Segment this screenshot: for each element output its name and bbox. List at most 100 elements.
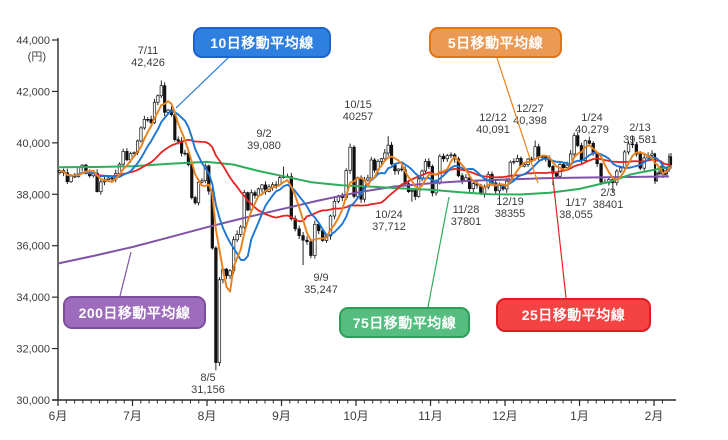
candle-body [565, 164, 569, 168]
candle-body [152, 101, 157, 124]
candle-body [166, 109, 170, 113]
candle-body [69, 175, 73, 183]
legend-10day-label: 10日移動平均線 [210, 34, 314, 51]
y-tick-label: 40,000 [16, 138, 50, 150]
candle-body [373, 159, 377, 171]
candle-body [572, 135, 576, 155]
candle-body [587, 140, 591, 144]
legend-5day-moving-average: 5日移動平均線 [429, 27, 562, 58]
candle-body [669, 156, 673, 166]
legend-leader-line-ma200 [119, 251, 132, 297]
candle-body [554, 173, 559, 177]
x-month-label: 12月 [492, 409, 517, 423]
candle-body [441, 155, 446, 160]
candle-body [460, 175, 464, 181]
candle-body [599, 163, 603, 183]
annotation-date: 7/11 [138, 45, 159, 57]
candle-body [224, 268, 229, 277]
candle-body [121, 151, 125, 165]
candle-body [200, 180, 204, 183]
candle-body [619, 167, 623, 172]
annotation-date: 1/24 [581, 112, 602, 124]
annotation-date: 11/28 [453, 204, 480, 216]
x-month-label: 10月 [343, 409, 368, 423]
candle-body [634, 144, 639, 155]
annotation-date: 2/13 [629, 122, 650, 134]
candle-body [449, 154, 453, 157]
candle-body [427, 161, 431, 167]
candle-body [622, 151, 627, 169]
annotation-value: 40,279 [575, 124, 609, 136]
ma75-line [57, 160, 670, 196]
candle-body [445, 155, 449, 160]
annotation-date: 12/19 [496, 196, 524, 208]
annotation-value: 37,712 [372, 221, 406, 233]
annotation-value: 42,426 [131, 57, 165, 69]
candle-body [410, 190, 414, 192]
legend-200day-label: 200日移動平均線 [78, 304, 191, 321]
ma5-line [59, 100, 672, 293]
candle-body [309, 241, 313, 256]
legend-leader-line-ma10 [175, 57, 229, 109]
annotation-date: 12/12 [479, 112, 507, 124]
legend-75day-moving-average: 75日移動平均線 [339, 307, 470, 338]
candle-body [235, 233, 239, 241]
candle-body [352, 146, 356, 197]
x-month-label: 11月 [418, 409, 442, 423]
legend-10day-moving-average: 10日移動平均線 [193, 27, 331, 58]
x-month-label: 8月 [198, 409, 217, 423]
candle-body [512, 161, 516, 163]
candle-body [471, 183, 475, 189]
legend-leader-line-ma25 [551, 169, 567, 299]
annotation-value: 37801 [451, 216, 482, 228]
legend-5day-label: 5日移動平均線 [447, 34, 544, 51]
candle-body [328, 215, 333, 237]
candle-body [305, 239, 309, 242]
annotation-date: 2/3 [600, 187, 615, 199]
candle-body [217, 279, 222, 363]
candle-body [494, 182, 498, 192]
candle-body [630, 143, 635, 146]
ma25-line [59, 138, 672, 223]
candle-body [663, 173, 667, 175]
candle-body [508, 161, 512, 182]
candle-body [260, 184, 264, 190]
candle-body [297, 228, 301, 237]
y-tick-label: 44,000 [16, 35, 50, 47]
candle-body [176, 139, 180, 142]
x-month-label: 9月 [272, 409, 291, 423]
candle-body [383, 152, 387, 160]
candle-body [561, 164, 566, 168]
annotation-value: 39,581 [623, 134, 657, 146]
candle-body [537, 146, 541, 157]
candle-body [183, 152, 187, 155]
ma200-line [57, 175, 669, 265]
candle-body [379, 158, 383, 162]
annotation-date: 8/5 [200, 372, 215, 384]
annotation-value: 39,080 [247, 140, 281, 152]
candle-body [132, 151, 136, 154]
candle-body [406, 183, 411, 192]
candle-body [467, 177, 472, 189]
candle-body [301, 235, 305, 241]
candle-body [369, 159, 373, 179]
candle-body [533, 146, 537, 160]
y-tick-label: 36,000 [16, 241, 50, 253]
annotation-date: 1/17 [565, 197, 586, 209]
y-tick-label: 32,000 [16, 344, 50, 356]
candle-body [423, 161, 427, 172]
candle-body [110, 177, 114, 180]
annotation-value: 38401 [593, 199, 624, 211]
candle-body [95, 173, 99, 193]
y-tick-label: 38,000 [16, 189, 50, 201]
x-month-label: 7月 [123, 409, 142, 423]
annotation-value: 35,247 [304, 284, 338, 296]
candle-body [657, 172, 661, 175]
candle-body [239, 226, 243, 235]
candle-body [583, 140, 588, 162]
candle-body [386, 144, 390, 154]
candle-body [146, 119, 150, 121]
candle-body [242, 192, 246, 228]
